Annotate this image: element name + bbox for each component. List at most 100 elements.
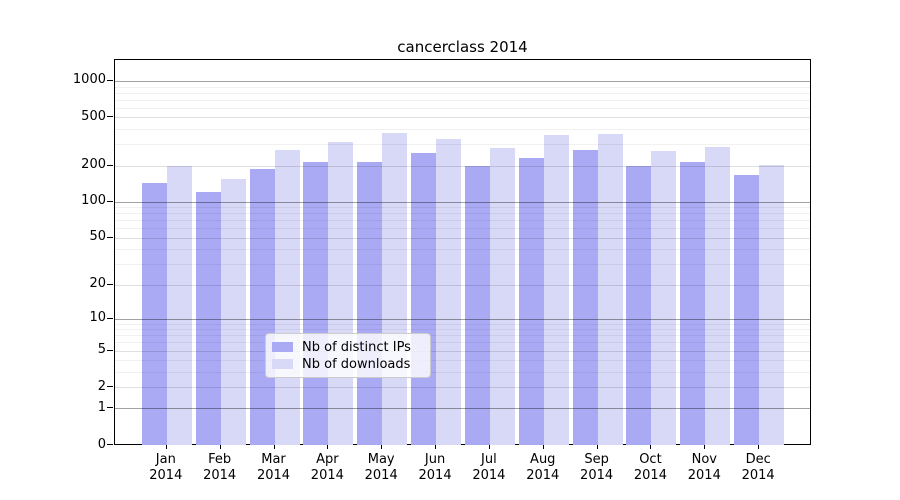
distinct-ips-swatch bbox=[272, 342, 293, 352]
bar-distinct-ips bbox=[411, 153, 437, 445]
bar-downloads bbox=[759, 164, 785, 445]
x-tick-year: 2014 bbox=[310, 468, 344, 483]
gridline bbox=[115, 81, 810, 82]
y-tick-label: 5 bbox=[97, 342, 106, 358]
gridline bbox=[115, 324, 810, 325]
bar-downloads bbox=[382, 132, 408, 445]
y-tick-label: 20 bbox=[89, 276, 106, 292]
y-tick bbox=[107, 201, 113, 202]
legend-label: Nb of downloads bbox=[302, 356, 411, 372]
gridline bbox=[115, 285, 810, 286]
gridline bbox=[115, 228, 810, 229]
x-tick-year: 2014 bbox=[364, 468, 398, 483]
x-tick-year: 2014 bbox=[580, 468, 614, 483]
y-tick-label: 0 bbox=[97, 436, 106, 452]
bar-distinct-ips bbox=[464, 165, 490, 445]
x-tick bbox=[273, 444, 275, 449]
gridline bbox=[115, 87, 810, 88]
gridline bbox=[115, 238, 810, 239]
bar-downloads bbox=[220, 178, 246, 445]
x-tick bbox=[165, 444, 167, 449]
x-tick-month: Nov bbox=[691, 452, 717, 467]
gridline bbox=[115, 329, 810, 330]
x-tick-year: 2014 bbox=[633, 468, 667, 483]
x-tick-label: Sep 2014 bbox=[565, 452, 629, 484]
gridline bbox=[115, 342, 810, 343]
y-tick-label: 1000 bbox=[72, 72, 106, 88]
x-tick-year: 2014 bbox=[741, 468, 775, 483]
x-tick-month: Jan bbox=[155, 452, 176, 467]
y-tick bbox=[107, 318, 113, 319]
bar-distinct-ips bbox=[626, 165, 652, 445]
gridline bbox=[115, 202, 810, 203]
y-tick-label: 10 bbox=[89, 310, 106, 326]
gridline bbox=[115, 93, 810, 94]
x-tick-month: Apr bbox=[316, 452, 339, 467]
gridline bbox=[115, 387, 810, 388]
gridline bbox=[115, 117, 810, 118]
x-tick-label: Mar 2014 bbox=[242, 452, 306, 484]
y-tick-label: 50 bbox=[89, 229, 106, 245]
y-tick bbox=[107, 165, 113, 166]
x-tick-label: Jan 2014 bbox=[134, 452, 198, 484]
x-tick bbox=[758, 444, 760, 449]
x-tick bbox=[596, 444, 598, 449]
y-tick bbox=[107, 237, 113, 238]
x-tick-year: 2014 bbox=[203, 468, 237, 483]
x-tick-month: Feb bbox=[208, 452, 232, 467]
x-tick-label: Apr 2014 bbox=[295, 452, 359, 484]
x-tick-year: 2014 bbox=[526, 468, 560, 483]
bar-downloads bbox=[705, 146, 731, 445]
x-tick bbox=[219, 444, 221, 449]
bar-distinct-ips bbox=[734, 175, 760, 445]
bar-downloads bbox=[651, 150, 677, 445]
gridline bbox=[115, 264, 810, 265]
x-tick-label: Jul 2014 bbox=[457, 452, 521, 484]
x-tick-label: Oct 2014 bbox=[618, 452, 682, 484]
x-tick-label: Nov 2014 bbox=[672, 452, 736, 484]
x-tick-label: Dec 2014 bbox=[726, 452, 790, 484]
bar-downloads bbox=[543, 135, 569, 445]
bar-distinct-ips bbox=[141, 183, 167, 445]
bar-downloads bbox=[436, 139, 462, 445]
x-tick-label: May 2014 bbox=[349, 452, 413, 484]
legend: Nb of distinct IPs Nb of downloads bbox=[265, 333, 431, 378]
gridline bbox=[115, 249, 810, 250]
bar-distinct-ips bbox=[303, 162, 329, 445]
x-tick-year: 2014 bbox=[256, 468, 291, 483]
gridline bbox=[115, 351, 810, 352]
bar-downloads bbox=[166, 166, 192, 445]
gridline bbox=[115, 319, 810, 320]
x-tick bbox=[381, 444, 383, 449]
x-tick-month: Aug bbox=[530, 452, 556, 467]
x-tick-month: Jun bbox=[424, 452, 446, 467]
y-tick bbox=[107, 444, 113, 445]
legend-label: Nb of distinct IPs bbox=[302, 339, 411, 355]
gridline bbox=[115, 220, 810, 221]
y-tick-label: 500 bbox=[81, 108, 106, 124]
x-tick-month: Jul bbox=[481, 452, 497, 467]
bar-distinct-ips bbox=[572, 149, 598, 445]
gridline bbox=[115, 213, 810, 214]
y-tick-label: 2 bbox=[97, 378, 106, 394]
x-tick bbox=[650, 444, 652, 449]
gridline bbox=[115, 372, 810, 373]
legend-item-downloads: Nb of downloads bbox=[272, 356, 422, 372]
x-tick bbox=[542, 444, 544, 449]
y-tick bbox=[107, 350, 113, 351]
legend-item-distinct-ips: Nb of distinct IPs bbox=[272, 339, 422, 355]
y-tick bbox=[107, 116, 113, 117]
gridline bbox=[115, 108, 810, 109]
x-tick bbox=[704, 444, 706, 449]
downloads-swatch bbox=[272, 359, 293, 369]
bar-distinct-ips bbox=[357, 161, 383, 445]
chart-title: cancerclass 2014 bbox=[397, 38, 528, 56]
x-tick-year: 2014 bbox=[472, 468, 506, 483]
x-tick-year: 2014 bbox=[149, 468, 183, 483]
bar-downloads bbox=[328, 142, 354, 445]
x-tick-month: Sep bbox=[584, 452, 609, 467]
x-tick-month: Oct bbox=[639, 452, 662, 467]
gridline bbox=[115, 100, 810, 101]
y-tick bbox=[107, 407, 113, 408]
gridline bbox=[115, 144, 810, 145]
